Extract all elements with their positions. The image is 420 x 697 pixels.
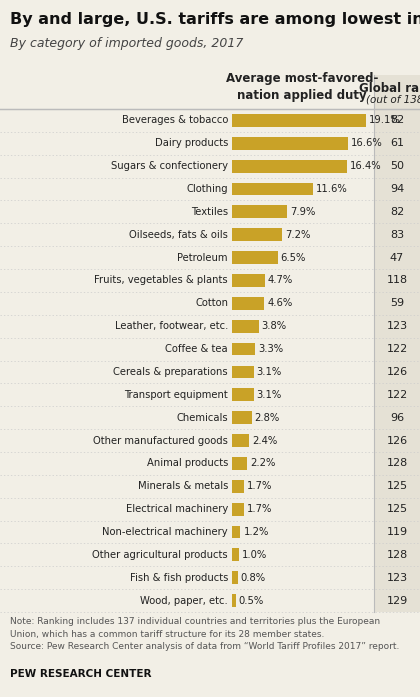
Text: 126: 126 xyxy=(386,436,407,445)
Text: Fish & fish products: Fish & fish products xyxy=(130,573,228,583)
Text: Wood, paper, etc.: Wood, paper, etc. xyxy=(140,595,228,606)
Text: Electrical machinery: Electrical machinery xyxy=(126,504,228,514)
Text: 129: 129 xyxy=(386,595,408,606)
Bar xyxy=(232,320,259,332)
Text: Non-electrical machinery: Non-electrical machinery xyxy=(102,527,228,537)
Text: 122: 122 xyxy=(386,344,408,354)
Text: 82: 82 xyxy=(390,207,404,217)
Bar xyxy=(232,434,249,447)
Text: 128: 128 xyxy=(386,459,408,468)
Text: 7.9%: 7.9% xyxy=(290,207,316,217)
Bar xyxy=(232,229,282,241)
Text: Note: Ranking includes 137 individual countries and territories plus the Europea: Note: Ranking includes 137 individual co… xyxy=(10,617,399,651)
Text: 59: 59 xyxy=(390,298,404,308)
Text: 19.1%: 19.1% xyxy=(369,116,400,125)
Text: Fruits, vegetables & plants: Fruits, vegetables & plants xyxy=(94,275,228,286)
Text: By and large, U.S. tariffs are among lowest in world: By and large, U.S. tariffs are among low… xyxy=(10,12,420,27)
Bar xyxy=(232,274,265,287)
Text: Petroleum: Petroleum xyxy=(178,252,228,263)
Text: 3.1%: 3.1% xyxy=(257,367,282,377)
Text: 1.7%: 1.7% xyxy=(247,481,272,491)
Text: 118: 118 xyxy=(386,275,407,286)
Bar xyxy=(232,206,287,218)
Text: 4.7%: 4.7% xyxy=(268,275,293,286)
Text: By category of imported goods, 2017: By category of imported goods, 2017 xyxy=(10,37,243,50)
Text: 50: 50 xyxy=(390,161,404,171)
Text: Cereals & preparations: Cereals & preparations xyxy=(113,367,228,377)
Bar xyxy=(232,503,244,516)
Bar xyxy=(232,114,366,127)
Text: 2.8%: 2.8% xyxy=(255,413,280,422)
Text: Textiles: Textiles xyxy=(191,207,228,217)
Bar xyxy=(232,365,254,378)
Text: 122: 122 xyxy=(386,390,408,400)
Text: 3.8%: 3.8% xyxy=(262,321,287,331)
Text: 94: 94 xyxy=(390,184,404,194)
Bar xyxy=(232,183,313,195)
Bar xyxy=(232,160,347,173)
Text: PEW RESEARCH CENTER: PEW RESEARCH CENTER xyxy=(10,669,152,679)
Text: 3.3%: 3.3% xyxy=(258,344,283,354)
Text: 0.5%: 0.5% xyxy=(239,595,264,606)
Text: 47: 47 xyxy=(390,252,404,263)
Text: Coffee & tea: Coffee & tea xyxy=(165,344,228,354)
Text: 82: 82 xyxy=(390,116,404,125)
Text: 4.6%: 4.6% xyxy=(267,298,292,308)
Bar xyxy=(232,388,254,401)
Text: 2.4%: 2.4% xyxy=(252,436,277,445)
Text: Other manufactured goods: Other manufactured goods xyxy=(93,436,228,445)
Text: 123: 123 xyxy=(386,321,407,331)
Text: Chemicals: Chemicals xyxy=(176,413,228,422)
Text: 1.0%: 1.0% xyxy=(242,550,267,560)
Bar xyxy=(374,75,420,612)
Text: 1.2%: 1.2% xyxy=(244,527,269,537)
Text: 61: 61 xyxy=(390,138,404,148)
Text: (out of 138): (out of 138) xyxy=(366,94,420,104)
Text: 2.2%: 2.2% xyxy=(250,459,276,468)
Text: Oilseeds, fats & oils: Oilseeds, fats & oils xyxy=(129,230,228,240)
Text: 7.2%: 7.2% xyxy=(286,230,311,240)
Text: 16.4%: 16.4% xyxy=(350,161,381,171)
Text: Global rank: Global rank xyxy=(359,82,420,95)
Text: 3.1%: 3.1% xyxy=(257,390,282,400)
Text: Sugars & confectionery: Sugars & confectionery xyxy=(111,161,228,171)
Text: 125: 125 xyxy=(386,504,407,514)
Bar xyxy=(232,594,236,607)
Text: 96: 96 xyxy=(390,413,404,422)
Bar xyxy=(232,457,247,470)
Text: Average most-favored-
nation applied duty: Average most-favored- nation applied dut… xyxy=(226,72,378,102)
Text: Other agricultural products: Other agricultural products xyxy=(92,550,228,560)
Text: Minerals & metals: Minerals & metals xyxy=(138,481,228,491)
Text: 125: 125 xyxy=(386,481,407,491)
Bar xyxy=(232,572,238,584)
Text: Animal products: Animal products xyxy=(147,459,228,468)
Bar xyxy=(232,297,264,309)
Bar xyxy=(232,480,244,493)
Bar xyxy=(232,549,239,561)
Text: Clothing: Clothing xyxy=(186,184,228,194)
Bar xyxy=(232,526,240,538)
Text: Cotton: Cotton xyxy=(195,298,228,308)
Text: Dairy products: Dairy products xyxy=(155,138,228,148)
Text: 119: 119 xyxy=(386,527,407,537)
Text: 1.7%: 1.7% xyxy=(247,504,272,514)
Bar xyxy=(232,343,255,355)
Text: Beverages & tobacco: Beverages & tobacco xyxy=(122,116,228,125)
Text: 128: 128 xyxy=(386,550,408,560)
Text: 11.6%: 11.6% xyxy=(316,184,348,194)
Text: 126: 126 xyxy=(386,367,407,377)
Bar xyxy=(232,411,252,424)
Bar xyxy=(232,251,278,264)
Text: 83: 83 xyxy=(390,230,404,240)
Text: Leather, footwear, etc.: Leather, footwear, etc. xyxy=(115,321,228,331)
Text: 0.8%: 0.8% xyxy=(241,573,266,583)
Text: 6.5%: 6.5% xyxy=(281,252,306,263)
Bar xyxy=(232,137,348,150)
Text: 16.6%: 16.6% xyxy=(351,138,383,148)
Text: Transport equipment: Transport equipment xyxy=(124,390,228,400)
Text: 123: 123 xyxy=(386,573,407,583)
